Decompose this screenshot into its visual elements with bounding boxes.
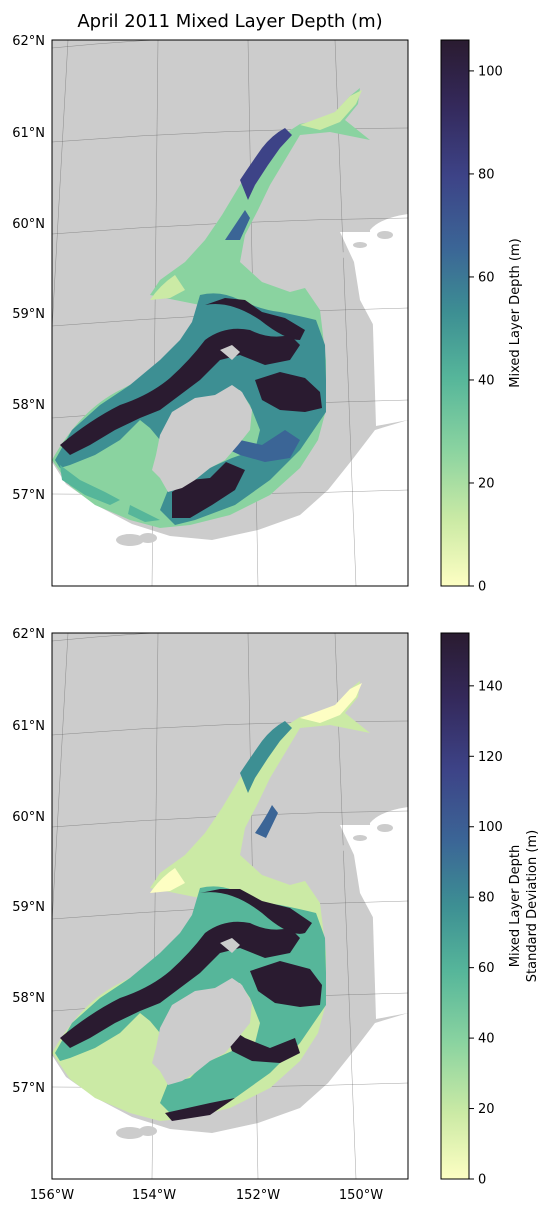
colorbar-tick-label: 100 <box>478 820 503 835</box>
colorbar-tick-label: 40 <box>478 1032 495 1047</box>
map-panel-top <box>52 40 408 586</box>
mld-std-field-bottom <box>52 681 370 1121</box>
colorbar-bottom-label-line2: Standard Deviation (m) <box>525 830 540 982</box>
lon-label: 156°W <box>30 1188 74 1203</box>
colorbar-tick-label: 80 <box>478 167 495 182</box>
lat-label: 61°N <box>12 126 45 141</box>
lat-label: 57°N <box>12 1081 45 1096</box>
colorbar-tick-label: 60 <box>478 961 495 976</box>
lat-labels-top: 62°N 61°N 60°N 59°N 58°N 57°N <box>12 34 45 503</box>
colorbar-tick-label: 40 <box>478 373 495 388</box>
map-frame-bottom <box>51 632 409 1180</box>
lat-label: 61°N <box>12 719 45 734</box>
lon-label: 152°W <box>236 1188 280 1203</box>
colorbar-tick-label: 140 <box>478 679 503 694</box>
colorbar-bottom: 0 20 40 60 80 100 120 140 Mixed Layer Depth Sta… <box>440 632 540 1188</box>
colorbar-tick-label: 0 <box>478 580 486 595</box>
lat-label: 60°N <box>12 810 45 825</box>
lat-label: 62°N <box>12 627 45 642</box>
colorbar-tick-label: 20 <box>478 476 495 491</box>
colorbar-tick-label: 0 <box>478 1173 486 1188</box>
lat-label: 59°N <box>12 900 45 915</box>
lat-label: 58°N <box>12 398 45 413</box>
figure-title: April 2011 Mixed Layer Depth (m) <box>77 11 382 32</box>
lon-label: 154°W <box>132 1188 176 1203</box>
colorbar-tick-label: 80 <box>478 891 495 906</box>
lat-label: 59°N <box>12 307 45 322</box>
map-frame-top <box>51 39 409 587</box>
lat-label: 60°N <box>12 217 45 232</box>
colorbar-bottom-label-line1: Mixed Layer Depth <box>508 845 523 967</box>
colorbar-tick-label: 100 <box>478 64 503 79</box>
colorbar-top-label: Mixed Layer Depth (m) <box>508 238 523 387</box>
lat-label: 62°N <box>12 34 45 49</box>
colorbar-bottom-bar <box>440 632 470 1180</box>
colorbar-tick-label: 20 <box>478 1102 495 1117</box>
mld-field-top <box>52 88 370 528</box>
colorbar-tick-label: 60 <box>478 270 495 285</box>
lat-labels-bottom: 62°N 61°N 60°N 59°N 58°N 57°N <box>12 627 45 1096</box>
coast-islands-top <box>324 231 393 265</box>
islands-top <box>116 533 157 546</box>
colorbar-top-bar <box>440 39 470 587</box>
lon-labels: 156°W 154°W 152°W 150°W <box>30 1188 383 1203</box>
colorbar-top: 0 20 40 60 80 100 Mixed Layer Depth (m) <box>440 39 523 595</box>
colorbar-tick-label: 120 <box>478 750 503 765</box>
lon-label: 150°W <box>339 1188 383 1203</box>
map-panel-bottom <box>52 633 408 1179</box>
lat-label: 58°N <box>12 991 45 1006</box>
lat-label: 57°N <box>12 488 45 503</box>
